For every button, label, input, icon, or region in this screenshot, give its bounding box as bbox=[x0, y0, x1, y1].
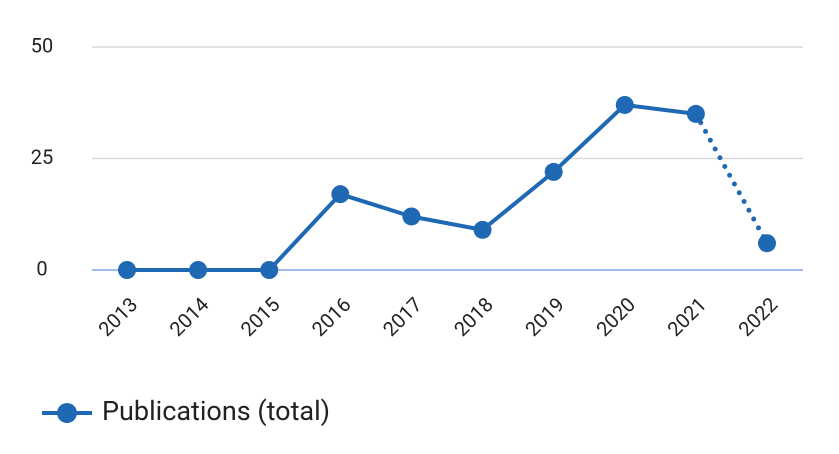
data-point bbox=[118, 261, 136, 279]
line-segment bbox=[693, 111, 770, 246]
x-tick-label: 2015 bbox=[236, 292, 285, 341]
data-point bbox=[686, 104, 705, 123]
legend-marker bbox=[57, 403, 77, 423]
x-tick-label: 2016 bbox=[307, 292, 356, 341]
data-point bbox=[615, 95, 634, 114]
x-tick-label: 2020 bbox=[591, 292, 640, 341]
y-tick-label: 50 bbox=[31, 33, 53, 57]
legend-label: Publications (total) bbox=[102, 395, 330, 427]
data-point bbox=[260, 261, 279, 279]
line-segment bbox=[480, 169, 556, 232]
data-point bbox=[473, 220, 492, 239]
line-segment bbox=[267, 192, 343, 272]
line-segment bbox=[409, 214, 485, 232]
line-segment bbox=[622, 102, 698, 116]
line-segment bbox=[338, 192, 414, 219]
data-point bbox=[758, 234, 776, 253]
data-point bbox=[331, 185, 350, 204]
x-tick-label: 2013 bbox=[94, 292, 143, 341]
x-tick-label: 2022 bbox=[734, 292, 783, 341]
line-segment bbox=[551, 102, 627, 174]
x-tick-label: 2019 bbox=[520, 292, 569, 341]
x-tick-label: 2018 bbox=[449, 292, 498, 341]
data-point bbox=[189, 261, 208, 279]
x-tick-label: 2017 bbox=[378, 292, 427, 341]
y-tick-label: 0 bbox=[36, 256, 47, 280]
y-tick-label: 25 bbox=[31, 145, 53, 169]
data-point bbox=[402, 207, 421, 226]
x-tick-label: 2014 bbox=[165, 292, 214, 341]
x-tick-label: 2021 bbox=[662, 292, 711, 341]
data-point bbox=[544, 162, 563, 181]
